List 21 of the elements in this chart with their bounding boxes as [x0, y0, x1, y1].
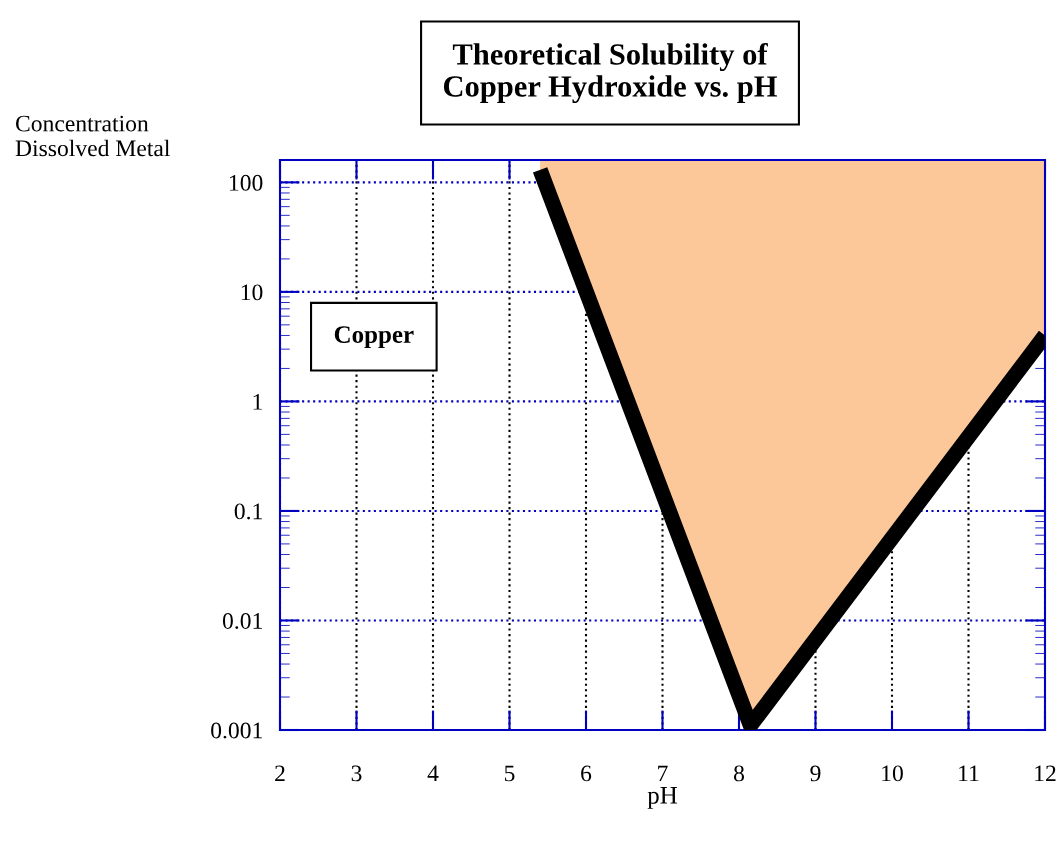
x-tick-label: 4	[427, 765, 439, 782]
x-tick-label: 10	[882, 765, 903, 782]
x-tick-label: 12	[1035, 765, 1056, 782]
chart-title: Theoretical Solubility of Copper Hydroxide vs. pH	[443, 42, 778, 104]
y-tick-label: 1	[253, 394, 262, 410]
x-tick-label: 8	[734, 765, 744, 782]
y-tick-label: 100	[229, 174, 263, 191]
x-tick-label: 5	[504, 765, 515, 782]
y-tick-label: 0.01	[222, 612, 262, 629]
y-tick-label: 0.1	[234, 503, 262, 520]
y-tick-label: 0.001	[211, 722, 262, 739]
annotation: Copper	[334, 326, 414, 349]
x-tick-label: 7	[658, 765, 668, 782]
y-tick-label: 10	[241, 284, 263, 301]
x-tick-label: 3	[351, 765, 362, 782]
x-tick-label: 9	[810, 765, 821, 782]
x-tick-label: 6	[581, 765, 592, 782]
x-axis-title: pH	[647, 787, 678, 809]
y-axis-title: Concentration Dissolved Metal	[15, 115, 170, 157]
x-tick-label: 2	[275, 765, 285, 782]
x-tick-label: 11	[959, 765, 979, 782]
